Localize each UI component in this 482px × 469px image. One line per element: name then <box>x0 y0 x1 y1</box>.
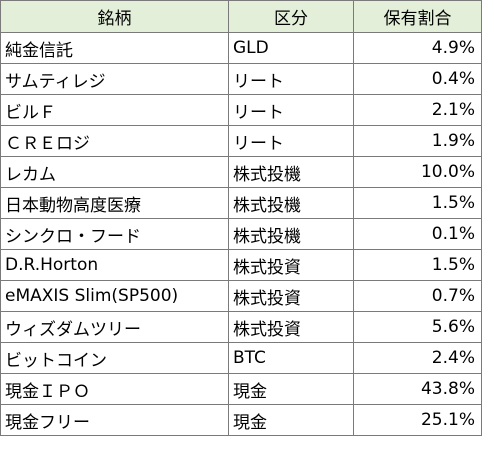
table-row: レカム 株式投機 10.0% <box>0 156 482 188</box>
share-cell: 0.4% <box>353 63 482 95</box>
header-row: 銘柄 区分 保有割合 <box>0 0 482 33</box>
category-cell: 株式投機 <box>228 187 354 219</box>
ticker-cell: 現金ＩＰＯ <box>0 373 229 405</box>
header-ticker: 銘柄 <box>0 0 229 33</box>
table-row: 純金信託 GLD 4.9% <box>0 32 482 64</box>
ticker-cell: 純金信託 <box>0 32 229 64</box>
ticker-cell: ＣＲＥロジ <box>0 125 229 157</box>
category-cell: 株式投資 <box>228 311 354 343</box>
ticker-cell: eMAXIS Slim(SP500) <box>0 280 229 312</box>
table-row: サムティレジ リート 0.4% <box>0 63 482 95</box>
table-row: 現金ＩＰＯ 現金 43.8% <box>0 373 482 405</box>
ticker-cell: 日本動物高度医療 <box>0 187 229 219</box>
header-category: 区分 <box>228 0 354 33</box>
category-cell: 株式投資 <box>228 280 354 312</box>
table-row: ＣＲＥロジ リート 1.9% <box>0 125 482 157</box>
table-row: シンクロ・フード 株式投機 0.1% <box>0 218 482 250</box>
ticker-cell: D.R.Horton <box>0 249 229 281</box>
table-row: eMAXIS Slim(SP500) 株式投資 0.7% <box>0 280 482 312</box>
table-row: ウィズダムツリー 株式投資 5.6% <box>0 311 482 343</box>
category-cell: 株式投機 <box>228 218 354 250</box>
share-cell: 1.5% <box>353 249 482 281</box>
header-share: 保有割合 <box>353 0 482 33</box>
ticker-cell: ビットコイン <box>0 342 229 374</box>
ticker-cell: サムティレジ <box>0 63 229 95</box>
share-cell: 0.1% <box>353 218 482 250</box>
share-cell: 0.7% <box>353 280 482 312</box>
category-cell: BTC <box>228 342 354 374</box>
share-cell: 1.9% <box>353 125 482 157</box>
category-cell: 株式投資 <box>228 249 354 281</box>
share-cell: 2.4% <box>353 342 482 374</box>
table-row: 日本動物高度医療 株式投機 1.5% <box>0 187 482 219</box>
share-cell: 43.8% <box>353 373 482 405</box>
category-cell: リート <box>228 125 354 157</box>
share-cell: 25.1% <box>353 404 482 436</box>
table-row: D.R.Horton 株式投資 1.5% <box>0 249 482 281</box>
ticker-cell: ウィズダムツリー <box>0 311 229 343</box>
category-cell: 現金 <box>228 404 354 436</box>
share-cell: 2.1% <box>353 94 482 126</box>
ticker-cell: レカム <box>0 156 229 188</box>
share-cell: 10.0% <box>353 156 482 188</box>
category-cell: リート <box>228 94 354 126</box>
table-row: ビルＦ リート 2.1% <box>0 94 482 126</box>
category-cell: 現金 <box>228 373 354 405</box>
share-cell: 1.5% <box>353 187 482 219</box>
category-cell: GLD <box>228 32 354 64</box>
category-cell: リート <box>228 63 354 95</box>
ticker-cell: シンクロ・フード <box>0 218 229 250</box>
share-cell: 4.9% <box>353 32 482 64</box>
table-row: ビットコイン BTC 2.4% <box>0 342 482 374</box>
ticker-cell: 現金フリー <box>0 404 229 436</box>
holdings-table: 銘柄 区分 保有割合 純金信託 GLD 4.9% サムティレジ リート 0.4%… <box>0 0 482 436</box>
share-cell: 5.6% <box>353 311 482 343</box>
ticker-cell: ビルＦ <box>0 94 229 126</box>
table-row: 現金フリー 現金 25.1% <box>0 404 482 436</box>
category-cell: 株式投機 <box>228 156 354 188</box>
